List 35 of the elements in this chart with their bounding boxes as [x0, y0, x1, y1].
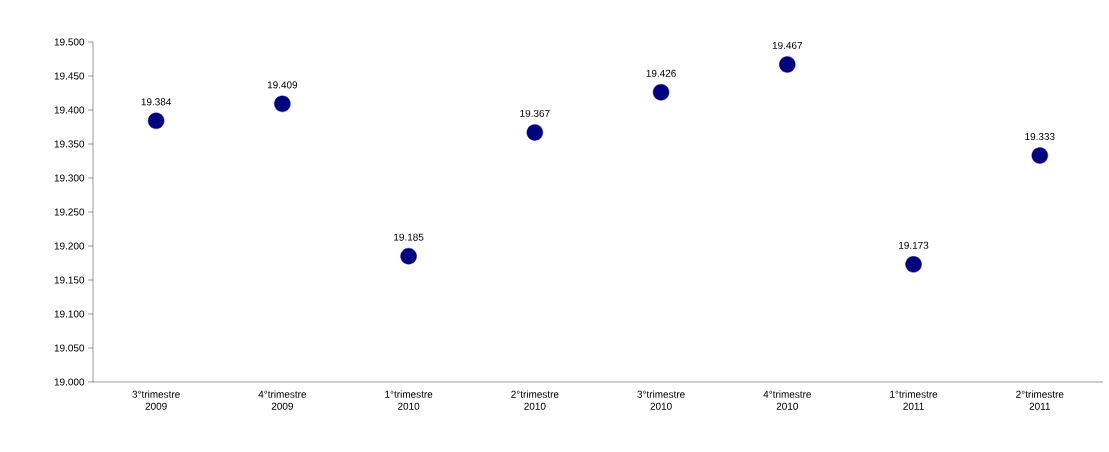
point — [905, 256, 922, 273]
point — [526, 124, 544, 141]
data-label: 19.467 — [772, 41, 803, 49]
x-tick-label: 1°trimestre 2011 — [890, 390, 938, 410]
y-tick-label: 19.500 — [54, 38, 85, 46]
y-tick-label: 19.450 — [54, 72, 85, 80]
point — [1031, 147, 1048, 164]
y-tick-label: 19.250 — [54, 208, 85, 216]
point — [400, 247, 417, 265]
y-tick-label: 19.150 — [54, 276, 85, 284]
y-tick-label: 19.400 — [54, 106, 85, 114]
y-tick-label: 19.300 — [54, 174, 85, 182]
data-label: 19.384 — [141, 98, 172, 106]
x-tick-label: 3°trimestre 2009 — [132, 390, 180, 410]
x-tick-label: 2°trimestre 2010 — [511, 390, 559, 410]
y-tick-label: 19.000 — [54, 378, 85, 386]
data-label: 19.185 — [394, 233, 424, 241]
data-label: 19.173 — [899, 241, 929, 249]
data-label: 19.367 — [520, 109, 550, 117]
point — [779, 56, 796, 73]
y-tick-label: 19.200 — [54, 242, 85, 250]
data-label: 19.333 — [1025, 133, 1055, 141]
x-tick-label: 4°trimestre 2010 — [763, 390, 811, 410]
y-tick-label: 19.350 — [54, 140, 85, 148]
point — [652, 84, 670, 101]
x-tick-label: 4°trimestre 2009 — [258, 390, 307, 410]
point — [274, 95, 291, 113]
x-tick-label: 3°trimestre 2010 — [637, 390, 685, 410]
x-tick-label: 1°trimestre 2010 — [385, 390, 433, 410]
x-tick-label: 2°trimestre 2011 — [1016, 390, 1064, 410]
point — [147, 112, 165, 130]
data-label: 19.409 — [267, 81, 298, 89]
y-tick-label: 19.050 — [54, 344, 85, 352]
y-tick-label: 19.100 — [54, 310, 85, 318]
data-label: 19.426 — [646, 69, 676, 77]
